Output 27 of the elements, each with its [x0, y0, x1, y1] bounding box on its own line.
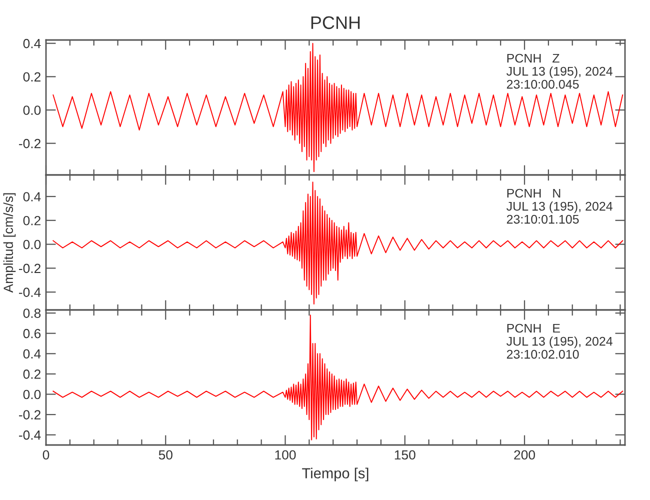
y-tick-label: 0.8: [23, 308, 41, 318]
y-tick-label: 0.0: [23, 106, 41, 115]
annotation: PCNH E JUL 13 (195), 2024 23:10:02.010: [506, 324, 612, 359]
y-tick-label: -0.2: [18, 264, 40, 274]
x-axis-title: Tiempo [s]: [302, 468, 368, 482]
x-tick-label: 200: [514, 450, 536, 460]
y-tick-label: -0.4: [18, 288, 41, 297]
y-tick-label: -0.2: [18, 410, 40, 420]
y-axis-title: Amplitud [cm/s/s]: [3, 193, 16, 293]
x-tick-label: 150: [394, 450, 416, 460]
y-tick-label: 0.4: [23, 192, 41, 202]
x-tick-label: 0: [42, 450, 50, 460]
y-tick-label: 0.4: [23, 38, 41, 48]
y-tick-label: 0.2: [23, 370, 40, 379]
y-tick-label: 0.0: [23, 390, 41, 400]
y-tick-label: -0.2: [18, 138, 40, 148]
x-tick-label: 100: [275, 450, 296, 460]
annotation: PCNH N JUL 13 (195), 2024 23:10:01.105: [506, 188, 612, 224]
annotation: PCNH Z JUL 13 (195), 2024 23:10:00.045: [506, 54, 612, 89]
y-tick-label: 0.4: [23, 349, 41, 359]
y-tick-label: -0.4: [18, 430, 41, 440]
x-tick-label: 50: [158, 450, 172, 460]
y-tick-label: 0.2: [23, 72, 40, 82]
y-tick-label: 0.2: [23, 216, 40, 226]
y-tick-label: 0.6: [23, 328, 41, 338]
chart-title: PCNH: [311, 16, 360, 30]
y-tick-label: 0.0: [23, 240, 41, 250]
